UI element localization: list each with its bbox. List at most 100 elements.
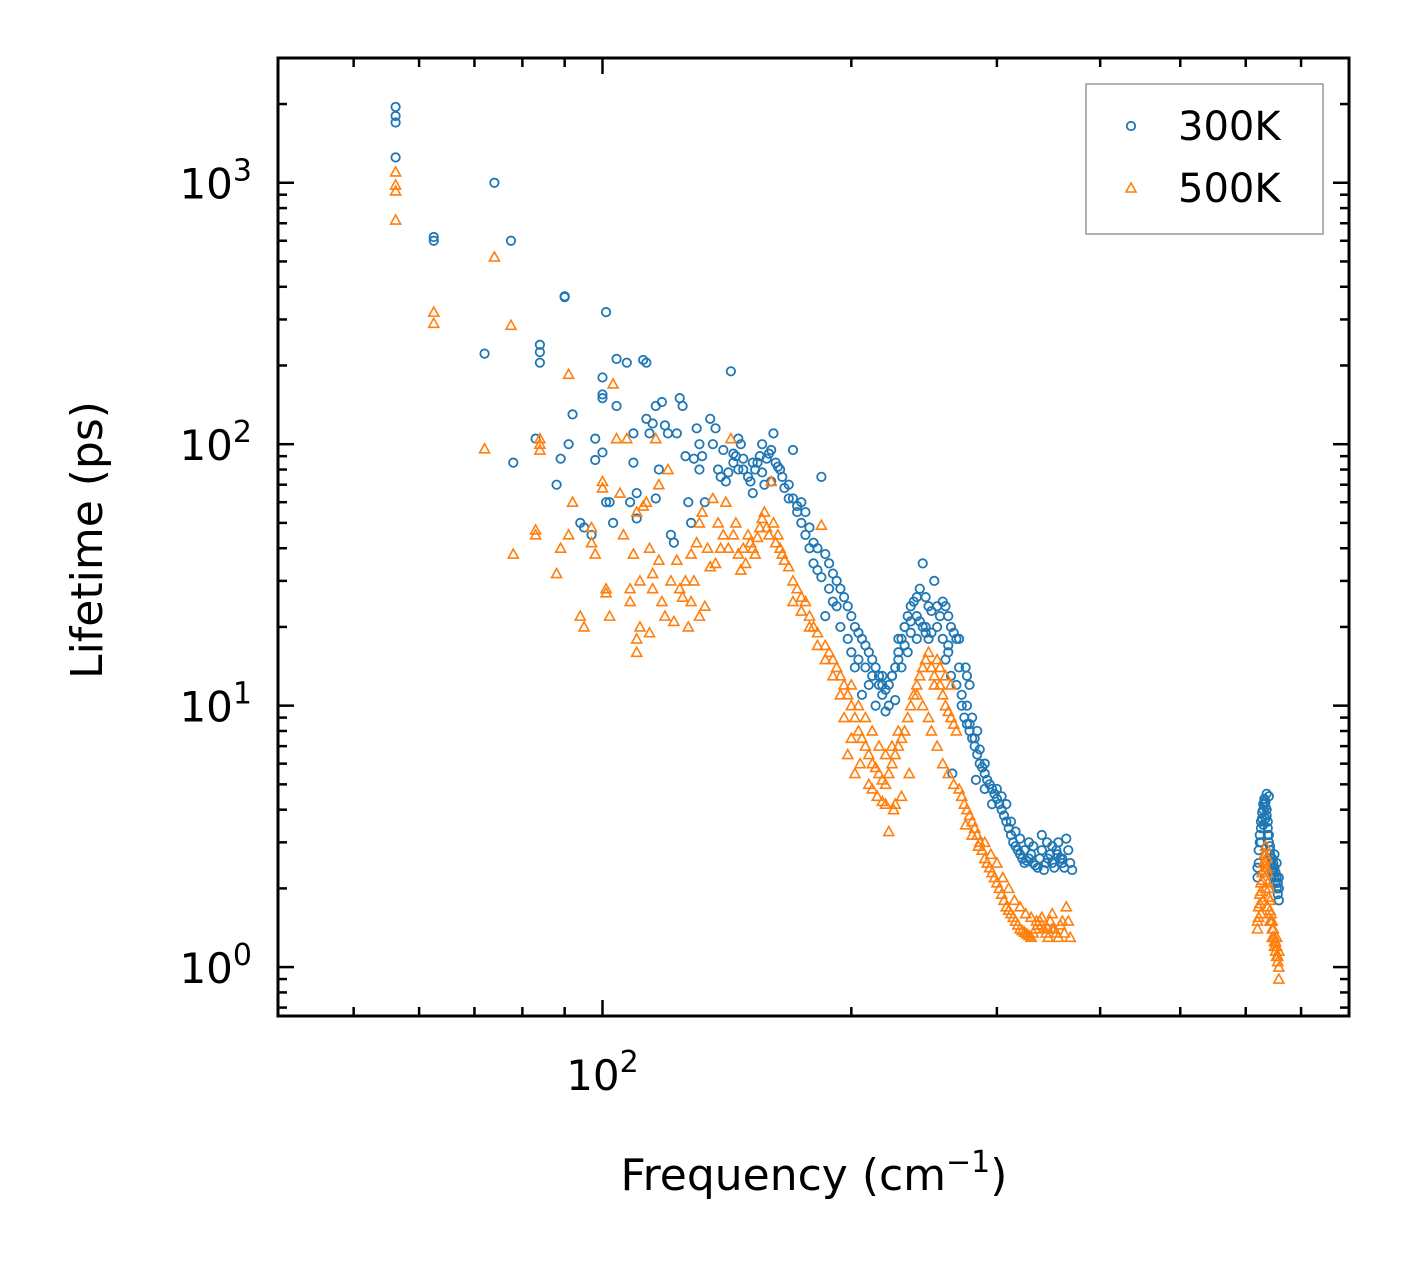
data-point (936, 688, 950, 700)
data-point (996, 791, 1007, 802)
data-point (585, 520, 598, 533)
data-point (1063, 930, 1077, 943)
data-point (690, 536, 704, 548)
data-point (1057, 853, 1068, 864)
data-point (611, 353, 622, 364)
data-point (811, 638, 824, 651)
data-point (986, 783, 998, 795)
data-point (606, 377, 620, 389)
data-point (709, 556, 722, 569)
data-point (577, 620, 591, 632)
data-point (390, 152, 401, 163)
data-point (1254, 884, 1268, 897)
data-point (870, 662, 881, 673)
data-point (852, 724, 865, 736)
data-point (562, 528, 575, 540)
data-point (630, 505, 644, 517)
data-point (623, 582, 637, 594)
data-point (668, 537, 679, 548)
data-point (631, 488, 642, 499)
data-point (389, 184, 402, 196)
series-300K (390, 101, 1284, 906)
data-point (534, 347, 545, 358)
data-point (882, 766, 896, 779)
data-point (869, 760, 882, 773)
data-point (670, 553, 684, 565)
data-point (859, 739, 872, 751)
data-point (787, 493, 799, 504)
data-point (1014, 833, 1026, 844)
data-point (706, 491, 720, 504)
data-point (892, 724, 905, 736)
data-point (727, 528, 740, 540)
data-point (961, 670, 973, 681)
data-point (822, 645, 836, 658)
data-point (826, 669, 840, 681)
data-point (803, 620, 816, 632)
data-point (831, 601, 842, 612)
data-point (799, 594, 812, 607)
data-point (599, 582, 613, 594)
data-point (643, 541, 656, 554)
data-point (856, 689, 868, 700)
data-point (841, 688, 855, 700)
data-point (953, 662, 965, 673)
data-point (600, 497, 612, 508)
data-point (428, 231, 439, 243)
data-point (604, 497, 615, 508)
data-point (953, 633, 965, 644)
data-point (611, 400, 622, 412)
data-point (729, 516, 743, 528)
data-point (551, 479, 562, 490)
data-point (716, 528, 730, 540)
data-points (389, 101, 1286, 984)
data-point (826, 652, 840, 665)
data-point (1001, 816, 1012, 827)
data-point (630, 645, 644, 658)
data-point (914, 583, 925, 594)
data-point (967, 712, 978, 723)
data-point (679, 574, 692, 586)
data-point (656, 396, 668, 408)
data-point (937, 633, 948, 644)
data-point (1260, 861, 1274, 873)
y-tick-label: 100 (179, 938, 252, 993)
data-point (990, 856, 1004, 868)
data-point (963, 808, 976, 821)
data-point (879, 797, 892, 809)
data-point (603, 609, 616, 621)
legend-box (1085, 83, 1324, 235)
data-point (885, 739, 899, 751)
data-point (774, 464, 786, 475)
data-point (1047, 841, 1058, 852)
data-point (1010, 826, 1021, 837)
data-point (1258, 854, 1271, 866)
data-point (597, 372, 608, 383)
data-point (838, 592, 850, 603)
legend-marker-500K (1124, 181, 1138, 193)
data-point (488, 250, 501, 262)
data-point (1256, 863, 1270, 875)
data-point (804, 522, 815, 533)
data-point (719, 495, 733, 507)
data-point (390, 110, 401, 122)
data-point (600, 307, 612, 318)
data-point (725, 366, 736, 377)
data-point (986, 799, 998, 810)
data-point (1273, 883, 1284, 894)
data-point (919, 652, 933, 665)
data-point (939, 698, 952, 711)
data-point (892, 739, 905, 751)
data-point (631, 513, 642, 524)
data-point (939, 669, 952, 681)
data-point (922, 710, 935, 723)
data-point (771, 528, 785, 540)
data-point (693, 609, 706, 621)
series-500K (389, 165, 1286, 984)
data-point (961, 700, 973, 711)
data-point (703, 560, 717, 572)
plot-frame (276, 56, 1351, 1018)
data-point (1259, 796, 1270, 807)
data-point (1273, 895, 1284, 906)
data-point (627, 547, 640, 559)
